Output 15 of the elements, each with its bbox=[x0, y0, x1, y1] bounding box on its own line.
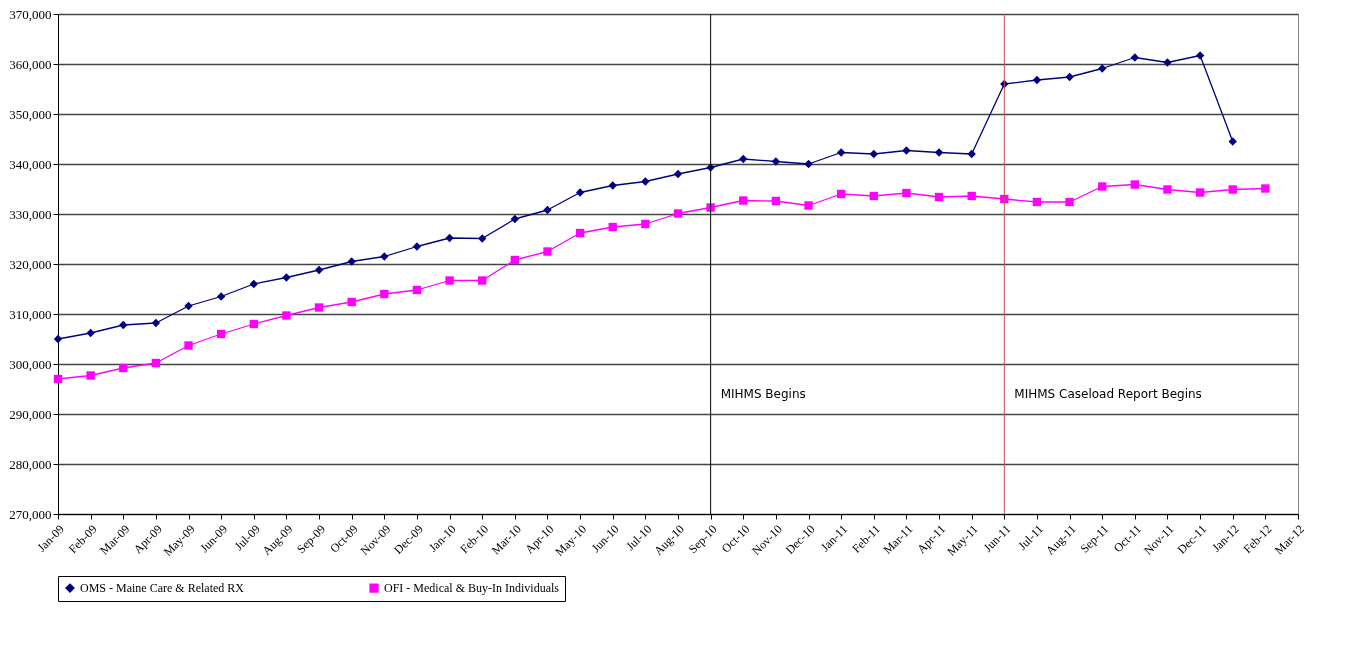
legend-label: OMS - Maine Care & Related RX bbox=[80, 581, 245, 596]
y-tick-label: 320,000 bbox=[9, 256, 52, 272]
y-tick-label: 340,000 bbox=[9, 156, 52, 172]
y-tick-label: 350,000 bbox=[9, 106, 52, 122]
y-tick-label: 330,000 bbox=[9, 206, 52, 222]
ref-line-label: MIHMS Begins bbox=[720, 387, 806, 401]
y-tick-label: 280,000 bbox=[9, 456, 52, 472]
legend-label: OFI - Medical & Buy-In Individuals bbox=[384, 581, 560, 596]
y-tick-label: 270,000 bbox=[9, 506, 52, 522]
y-tick-label: 290,000 bbox=[9, 406, 52, 422]
y-tick-label: 370,000 bbox=[9, 6, 52, 22]
ref-line-label: MIHMS Caseload Report Begins bbox=[1014, 387, 1202, 401]
y-tick-label: 300,000 bbox=[9, 356, 52, 372]
y-tick-label: 360,000 bbox=[9, 56, 52, 72]
y-tick-label: 310,000 bbox=[9, 306, 52, 322]
